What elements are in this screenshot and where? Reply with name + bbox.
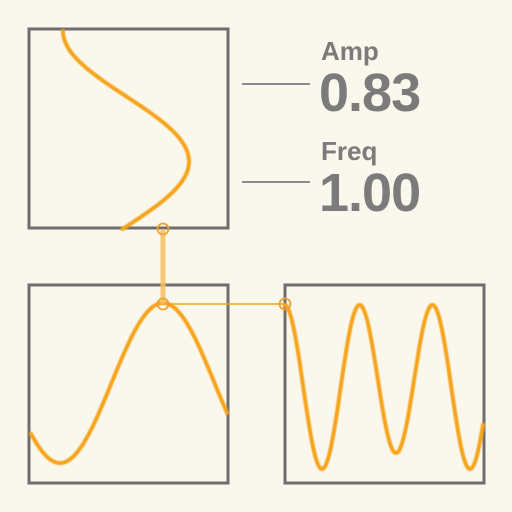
output-panel	[283, 283, 486, 485]
wave-panel	[27, 283, 230, 485]
output-marker[interactable]	[278, 297, 292, 311]
freq-label: Freq	[321, 136, 378, 166]
amp-value[interactable]: 0.83	[319, 63, 421, 123]
phase-panel	[27, 27, 230, 230]
amp-label: Amp	[321, 36, 379, 66]
phase-wave	[61, 29, 191, 231]
wave-peak-marker[interactable]	[156, 297, 170, 311]
input-wave	[29, 301, 229, 465]
phase-marker[interactable]	[156, 222, 170, 236]
output-wave	[283, 302, 485, 471]
freq-value[interactable]: 1.00	[319, 163, 421, 223]
